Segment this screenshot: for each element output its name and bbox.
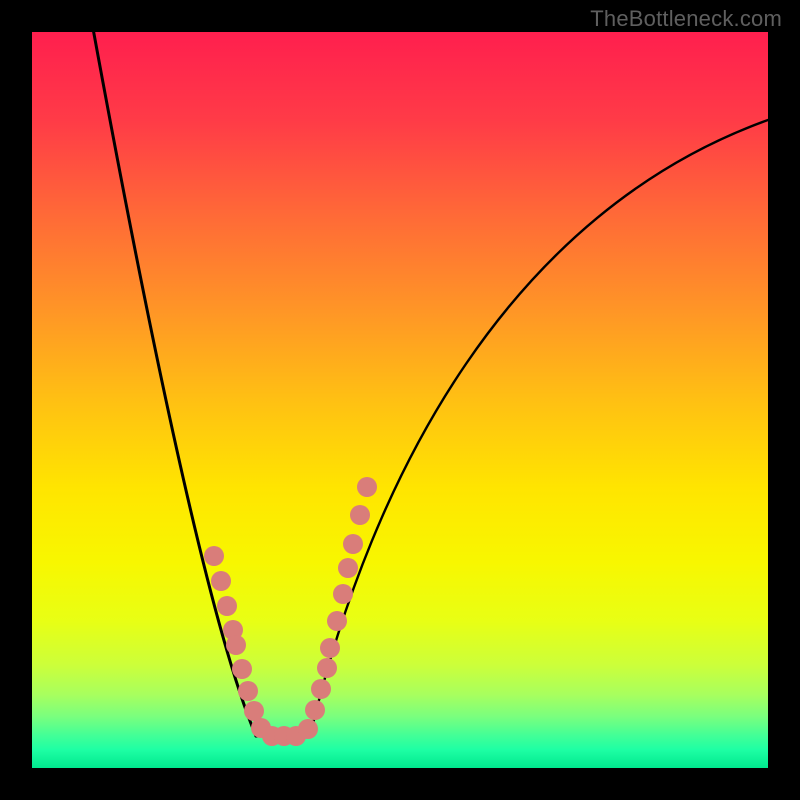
data-point: [305, 700, 325, 720]
data-point: [333, 584, 353, 604]
data-point: [232, 659, 252, 679]
plot-area: [32, 32, 768, 768]
curve-right: [310, 120, 768, 736]
data-point: [357, 477, 377, 497]
data-point: [211, 571, 231, 591]
chart-frame: TheBottleneck.com: [0, 0, 800, 800]
data-point: [343, 534, 363, 554]
data-point: [204, 546, 224, 566]
data-points: [204, 477, 377, 746]
data-point: [327, 611, 347, 631]
data-point: [350, 505, 370, 525]
data-point: [311, 679, 331, 699]
data-point: [217, 596, 237, 616]
data-point: [238, 681, 258, 701]
curves-overlay: [32, 32, 768, 768]
watermark-text: TheBottleneck.com: [590, 6, 782, 32]
data-point: [338, 558, 358, 578]
data-point: [226, 635, 246, 655]
data-point: [320, 638, 340, 658]
data-point: [298, 719, 318, 739]
data-point: [317, 658, 337, 678]
